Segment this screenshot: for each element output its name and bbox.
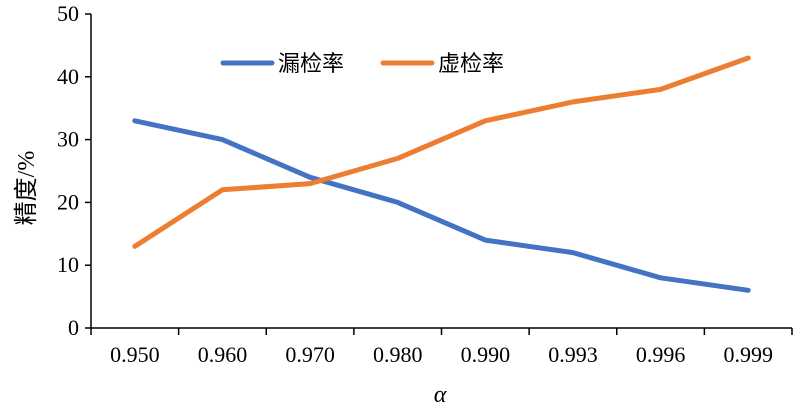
x-tick-label: 0.990: [461, 342, 511, 367]
x-tick-label: 0.970: [285, 342, 335, 367]
y-tick-label: 40: [57, 64, 79, 89]
legend-label: 漏检率: [278, 52, 344, 77]
x-ticks: 0.950 0.960 0.970 0.980 0.990 0.993 0.996 0.999: [90, 328, 793, 367]
x-tick-label: 0.999: [723, 342, 773, 367]
x-tick-label: 0.950: [110, 342, 160, 367]
y-tick-label: 30: [57, 127, 79, 152]
legend: 漏检率 虚检率: [220, 52, 504, 77]
x-tick-label: 0.996: [636, 342, 686, 367]
y-tick-label: 50: [57, 1, 79, 26]
y-tick-label: 20: [57, 189, 79, 214]
series: [132, 55, 751, 293]
series-line-1: [132, 118, 751, 293]
y-tick-label: 10: [57, 252, 79, 277]
x-axis-title: α: [434, 382, 447, 408]
x-tick-label: 0.993: [548, 342, 598, 367]
series-line-2: [132, 55, 751, 249]
x-tick-label: 0.980: [373, 342, 423, 367]
legend-label: 虚检率: [438, 52, 504, 77]
x-tick-label: 0.960: [198, 342, 248, 367]
y-axis-title: 精度/%: [13, 151, 40, 226]
y-ticks: 0 10 20 30 40 50: [57, 1, 91, 340]
y-tick-label: 0: [68, 315, 79, 340]
